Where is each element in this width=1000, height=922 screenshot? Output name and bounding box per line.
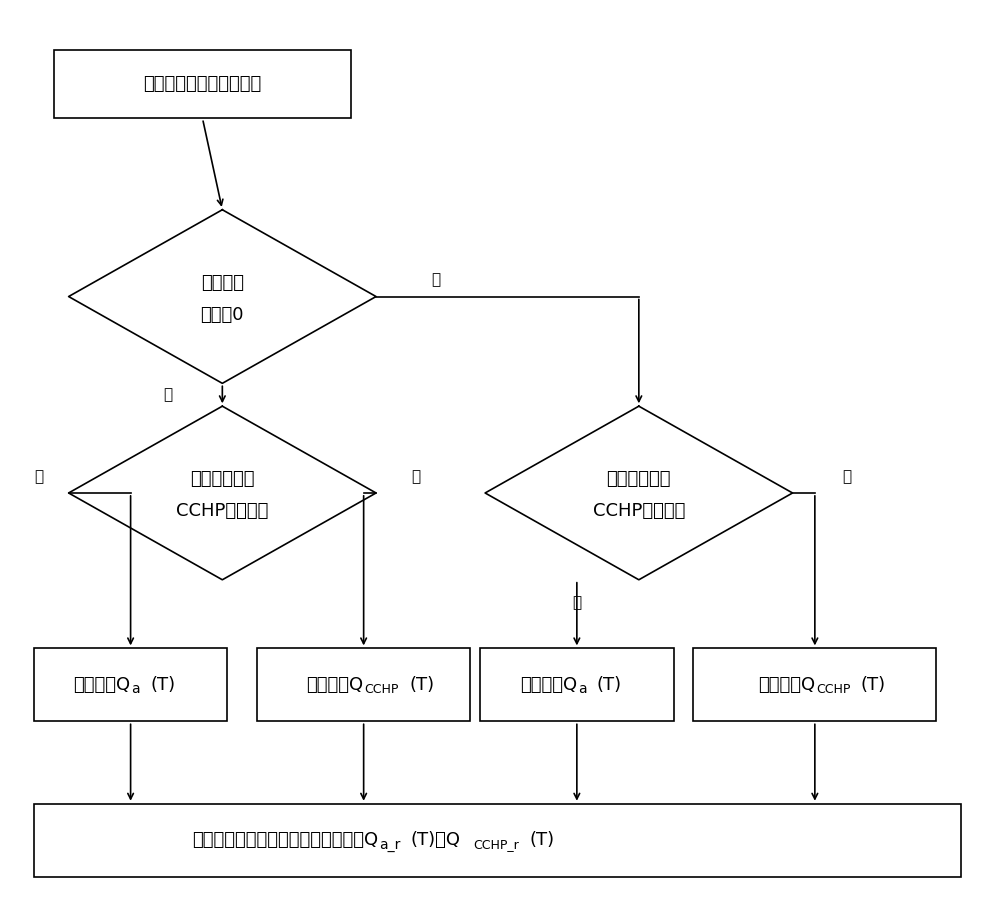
Text: (T): (T) — [529, 831, 554, 849]
Text: 优先减小Q: 优先减小Q — [520, 676, 577, 694]
Text: 是否有电能从: 是否有电能从 — [607, 470, 671, 489]
Text: a: a — [132, 682, 140, 696]
Text: 优先减小Q: 优先减小Q — [73, 676, 131, 694]
Text: CCHP: CCHP — [816, 683, 850, 696]
Text: 变化量是: 变化量是 — [201, 274, 244, 292]
Text: 否小于0: 否小于0 — [201, 306, 244, 324]
Text: (T): (T) — [409, 676, 434, 694]
Text: 是: 是 — [411, 469, 420, 484]
Text: 否: 否 — [34, 469, 43, 484]
Text: CCHP流向主网: CCHP流向主网 — [593, 502, 685, 520]
FancyBboxPatch shape — [480, 648, 674, 721]
Text: (T)与Q: (T)与Q — [410, 831, 460, 849]
FancyBboxPatch shape — [693, 648, 936, 721]
Text: (T): (T) — [860, 676, 886, 694]
FancyBboxPatch shape — [54, 50, 351, 118]
Text: 是: 是 — [572, 595, 581, 610]
Text: 否: 否 — [431, 273, 440, 288]
Text: CCHP流向主网: CCHP流向主网 — [176, 502, 269, 520]
Text: a: a — [578, 682, 586, 696]
FancyBboxPatch shape — [34, 648, 227, 721]
Text: 优先减小Q: 优先减小Q — [758, 676, 815, 694]
Text: 否: 否 — [843, 469, 852, 484]
Text: a_r: a_r — [380, 838, 401, 852]
Text: 优先减小Q: 优先减小Q — [307, 676, 364, 694]
FancyBboxPatch shape — [257, 648, 470, 721]
Text: 计算实时冷负荷的变化量: 计算实时冷负荷的变化量 — [143, 75, 262, 93]
Text: CCHP: CCHP — [365, 683, 399, 696]
Text: (T): (T) — [150, 676, 176, 694]
Text: CCHP_r: CCHP_r — [474, 838, 519, 851]
Text: 根据冷负荷平衡求得实时冷负荷出力Q: 根据冷负荷平衡求得实时冷负荷出力Q — [192, 831, 379, 849]
Text: 是否有电能从: 是否有电能从 — [190, 470, 255, 489]
Text: 是: 是 — [163, 387, 172, 402]
FancyBboxPatch shape — [34, 804, 961, 877]
Text: (T): (T) — [597, 676, 622, 694]
